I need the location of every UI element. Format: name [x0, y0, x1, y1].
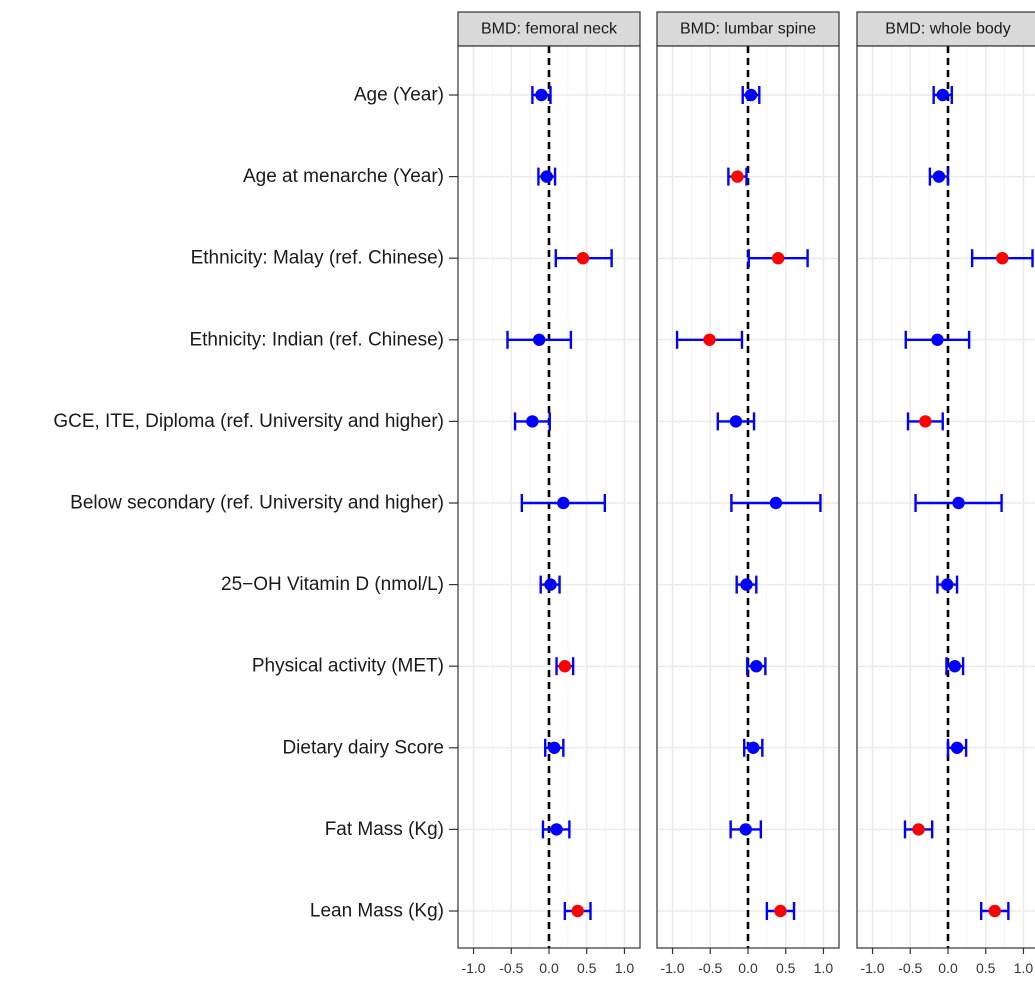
facet-strip — [656, 11, 840, 47]
row-label: GCE, ITE, Diploma (ref. University and h… — [53, 411, 444, 432]
point-estimate — [747, 741, 760, 754]
point-estimate — [703, 333, 716, 346]
row-label: Below secondary (ref. University and hig… — [70, 493, 444, 514]
row-label: Lean Mass (Kg) — [310, 901, 444, 922]
point-estimate — [950, 741, 964, 754]
point-estimate — [740, 578, 753, 591]
point-estimate — [912, 823, 925, 836]
point-estimate — [571, 904, 584, 918]
point-estimate — [540, 170, 553, 183]
x-tick-label: 0.0 — [738, 960, 758, 976]
point-estimate — [952, 496, 965, 510]
point-estimate — [769, 496, 783, 510]
point-estimate — [535, 88, 548, 102]
point-estimate — [936, 88, 949, 102]
point-estimate — [919, 415, 932, 428]
facet-title: BMD: lumbar spine — [680, 21, 816, 38]
row-label: 25−OH Vitamin D (nmol/L) — [221, 574, 444, 595]
point-estimate — [544, 578, 557, 591]
point-estimate — [557, 496, 570, 510]
row-labels: Age (Year) Age at menarche (Year) Ethnicit… — [53, 85, 458, 922]
row-label: Dietary dairy Score — [282, 737, 444, 758]
point-estimate — [941, 578, 954, 591]
x-tick-label: 0.5 — [577, 960, 597, 976]
point-estimate — [931, 333, 944, 346]
point-estimate — [526, 415, 539, 428]
x-tick-label: -1.0 — [860, 960, 884, 976]
row-label: Ethnicity: Malay (ref. Chinese) — [191, 248, 444, 269]
point-estimate — [550, 823, 563, 836]
facet-title: BMD: femoral neck — [481, 21, 618, 38]
panel-background — [857, 46, 1035, 948]
x-tick-label: -1.0 — [461, 960, 485, 976]
point-estimate — [932, 170, 946, 183]
point-estimate — [948, 660, 961, 673]
x-tick-label: -0.5 — [898, 960, 922, 976]
x-tick-label: -0.5 — [499, 960, 523, 976]
point-estimate — [988, 904, 1001, 918]
row-label: Age (Year) — [354, 85, 444, 106]
x-tick-label: 0.0 — [539, 960, 559, 976]
row-label: Ethnicity: Indian (ref. Chinese) — [189, 329, 444, 350]
x-tick-label: -0.5 — [698, 960, 722, 976]
point-estimate — [731, 170, 744, 183]
facet-panel: BMD: femoral neck -1.0 -0.5 0.0 0.5 1.0 — [457, 11, 641, 976]
x-tick-label: 0.0 — [938, 960, 958, 976]
row-label: Physical activity (MET) — [252, 656, 444, 677]
row-label: Fat Mass (Kg) — [325, 819, 444, 840]
point-estimate — [739, 823, 752, 836]
x-tick-label: -1.0 — [660, 960, 684, 976]
x-tick-label: 1.0 — [1014, 960, 1034, 976]
point-estimate — [771, 252, 785, 265]
facet-title: BMD: whole body — [885, 21, 1010, 38]
x-tick-label: 0.5 — [776, 960, 796, 976]
point-estimate — [750, 660, 763, 673]
point-estimate — [744, 88, 758, 102]
point-estimate — [774, 904, 787, 918]
row-label: Age at menarche (Year) — [243, 166, 444, 187]
x-tick-label: 1.0 — [814, 960, 834, 976]
x-tick-label: 1.0 — [615, 960, 635, 976]
point-estimate — [576, 252, 590, 265]
facet-panel: BMD: lumbar spine -1.0 -0.5 0.0 0.5 1.0 — [656, 11, 840, 976]
facet-strip — [457, 11, 641, 47]
point-estimate — [532, 333, 546, 346]
facet-panel: BMD: whole body -1.0 -0.5 0.0 0.5 1.0 — [856, 11, 1035, 976]
point-estimate — [548, 741, 561, 754]
point-estimate — [558, 660, 572, 673]
point-estimate — [729, 415, 743, 428]
x-tick-label: 0.5 — [976, 960, 996, 976]
point-estimate — [996, 252, 1009, 265]
